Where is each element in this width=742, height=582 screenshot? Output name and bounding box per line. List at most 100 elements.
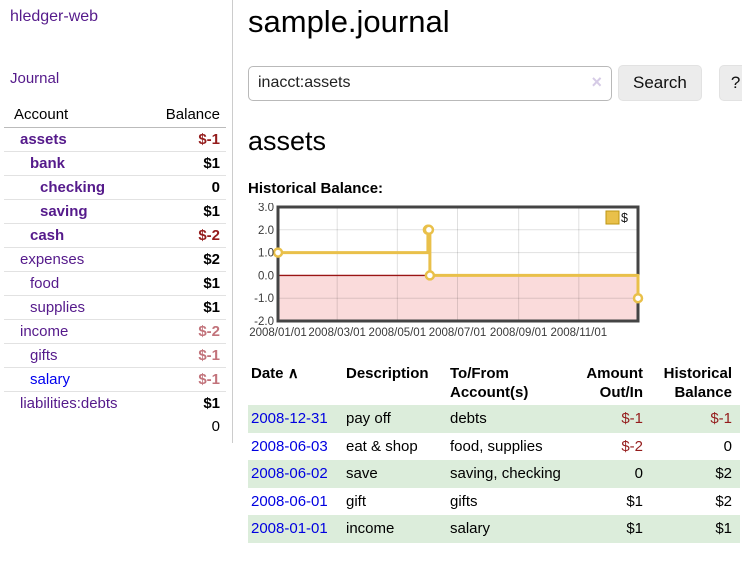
historical-balance-chart: $3.0 2.0 1.0 0.0 -1.0 -2.0 2008/01/01 2008/03/0… — [248, 202, 742, 348]
account-name-cell: salary — [4, 367, 115, 392]
transaction-amount: $1 — [626, 520, 643, 538]
accounts-table: Account Balance assets $-1 bank $1 checking 0… — [4, 103, 226, 438]
transaction-date-link[interactable]: 2008-06-01 — [251, 492, 328, 510]
transaction-date-link[interactable]: 2008-06-03 — [251, 437, 328, 455]
svg-text:2008/07/01: 2008/07/01 — [429, 327, 487, 339]
help-button[interactable]: ? — [718, 65, 742, 101]
svg-text:2008/03/01: 2008/03/01 — [308, 327, 366, 339]
account-name-cell: cash — [4, 223, 115, 248]
sidebar-account-link[interactable]: assets — [20, 131, 67, 148]
date-header-label: Date — [251, 365, 284, 382]
account-balance: $1 — [115, 295, 226, 320]
transaction-balance: $2 — [715, 465, 732, 483]
register-row: 2008-06-01 gift gifts $1 $2 — [248, 488, 740, 516]
transaction-accounts: debts — [450, 410, 487, 428]
chart-label: Historical Balance: — [248, 180, 384, 197]
sidebar-account-link[interactable]: checking — [40, 179, 106, 196]
total-spacer — [4, 415, 115, 438]
account-name-cell: liabilities:debts — [4, 391, 118, 415]
account-row: income $-2 — [4, 319, 226, 344]
account-balance: $1 — [115, 391, 226, 415]
account-row: bank $1 — [4, 151, 226, 176]
transaction-date-cell: 2008-06-01 — [248, 488, 343, 516]
svg-text:$: $ — [621, 211, 628, 225]
account-name-cell: gifts — [4, 343, 115, 368]
account-row: gifts $-1 — [4, 343, 226, 368]
accounts-total-row: 0 — [4, 415, 226, 438]
account-balance: $2 — [115, 247, 226, 272]
search-button[interactable]: Search — [618, 65, 702, 101]
svg-text:2.0: 2.0 — [258, 225, 274, 237]
sidebar-account-link[interactable]: liabilities:debts — [20, 395, 118, 412]
svg-text:2008/11/01: 2008/11/01 — [550, 327, 607, 339]
account-balance: $-1 — [115, 367, 226, 392]
svg-text:2008/09/01: 2008/09/01 — [490, 327, 548, 339]
transaction-description: pay off — [346, 410, 391, 428]
register-row: 2008-01-01 income salary $1 $1 — [248, 515, 740, 543]
svg-text:0.0: 0.0 — [258, 270, 274, 282]
transaction-date-link[interactable]: 2008-06-02 — [251, 465, 328, 483]
transaction-date-link[interactable]: 2008-12-31 — [251, 410, 328, 428]
account-row: cash $-2 — [4, 223, 226, 248]
account-row: liabilities:debts $1 — [4, 391, 226, 415]
transaction-date-link[interactable]: 2008-01-01 — [251, 520, 328, 538]
account-name-cell: income — [4, 319, 115, 344]
account-row: supplies $1 — [4, 295, 226, 320]
search-form: × Search ? — [248, 65, 742, 101]
transaction-date-cell: 2008-06-02 — [248, 460, 343, 488]
balance-header-line1: Historical — [663, 365, 732, 382]
account-column-header: Account — [4, 103, 115, 128]
clear-search-icon[interactable]: × — [591, 71, 602, 92]
tofrom-header-line2: Account(s) — [450, 384, 529, 402]
transaction-amount: $-2 — [621, 437, 643, 455]
sidebar-account-link[interactable]: supplies — [30, 299, 86, 316]
account-name-cell: bank — [4, 151, 115, 176]
sidebar-account-link[interactable]: income — [20, 323, 69, 340]
amount-header-line1: Amount — [586, 365, 643, 382]
account-balance: $1 — [115, 271, 226, 296]
account-name-cell: food — [4, 271, 115, 296]
search-input-wrap: × — [248, 65, 612, 101]
transaction-description: save — [346, 465, 378, 483]
account-row: salary $-1 — [4, 367, 226, 392]
date-column-header[interactable]: Date ∧ — [248, 361, 343, 405]
account-row: saving $1 — [4, 199, 226, 224]
account-balance: $-2 — [115, 223, 226, 248]
sidebar-account-link[interactable]: saving — [40, 203, 88, 220]
transaction-date-cell: 2008-01-01 — [248, 515, 343, 543]
description-column-header: Description — [346, 365, 429, 382]
sidebar-account-link[interactable]: food — [30, 275, 60, 292]
sidebar-account-link[interactable]: gifts — [30, 347, 58, 364]
transaction-accounts: saving, checking — [450, 465, 561, 483]
transaction-accounts: gifts — [450, 492, 478, 510]
account-balance: 0 — [115, 175, 226, 200]
sidebar-item-journal[interactable]: Journal — [10, 70, 60, 87]
search-input[interactable] — [248, 65, 612, 101]
account-balance: $-1 — [115, 343, 226, 368]
transaction-amount: $-1 — [621, 410, 643, 428]
svg-text:1.0: 1.0 — [258, 248, 274, 260]
svg-text:-2.0: -2.0 — [254, 316, 274, 328]
sidebar-account-link[interactable]: salary — [30, 371, 71, 388]
account-name-cell: saving — [4, 199, 115, 224]
sort-ascending-icon[interactable]: ∧ — [287, 365, 299, 382]
transaction-amount: 0 — [634, 465, 643, 483]
accounts-total-value: 0 — [211, 418, 220, 435]
register-table: Date ∧ Description To/From Account(s) Am… — [248, 361, 740, 543]
sidebar-account-link[interactable]: bank — [30, 155, 66, 172]
tofrom-column-header: To/From Account(s) — [447, 361, 571, 405]
account-row: assets $-1 — [4, 128, 226, 152]
sidebar: hledger-web Journal Account Balance asse… — [0, 0, 233, 443]
account-balance: $-2 — [115, 319, 226, 344]
svg-text:-1.0: -1.0 — [254, 293, 274, 305]
transaction-description: eat & shop — [346, 437, 418, 455]
transaction-description: income — [346, 520, 395, 538]
register-row: 2008-06-02 save saving, checking 0 $2 — [248, 460, 740, 488]
account-row: checking 0 — [4, 175, 226, 200]
brand-link[interactable]: hledger-web — [10, 8, 99, 25]
sidebar-account-link[interactable]: expenses — [20, 251, 85, 268]
amount-column-header: Amount Out/In — [571, 361, 651, 405]
tofrom-header-line1: To/From — [450, 365, 509, 382]
sidebar-account-link[interactable]: cash — [30, 227, 65, 244]
